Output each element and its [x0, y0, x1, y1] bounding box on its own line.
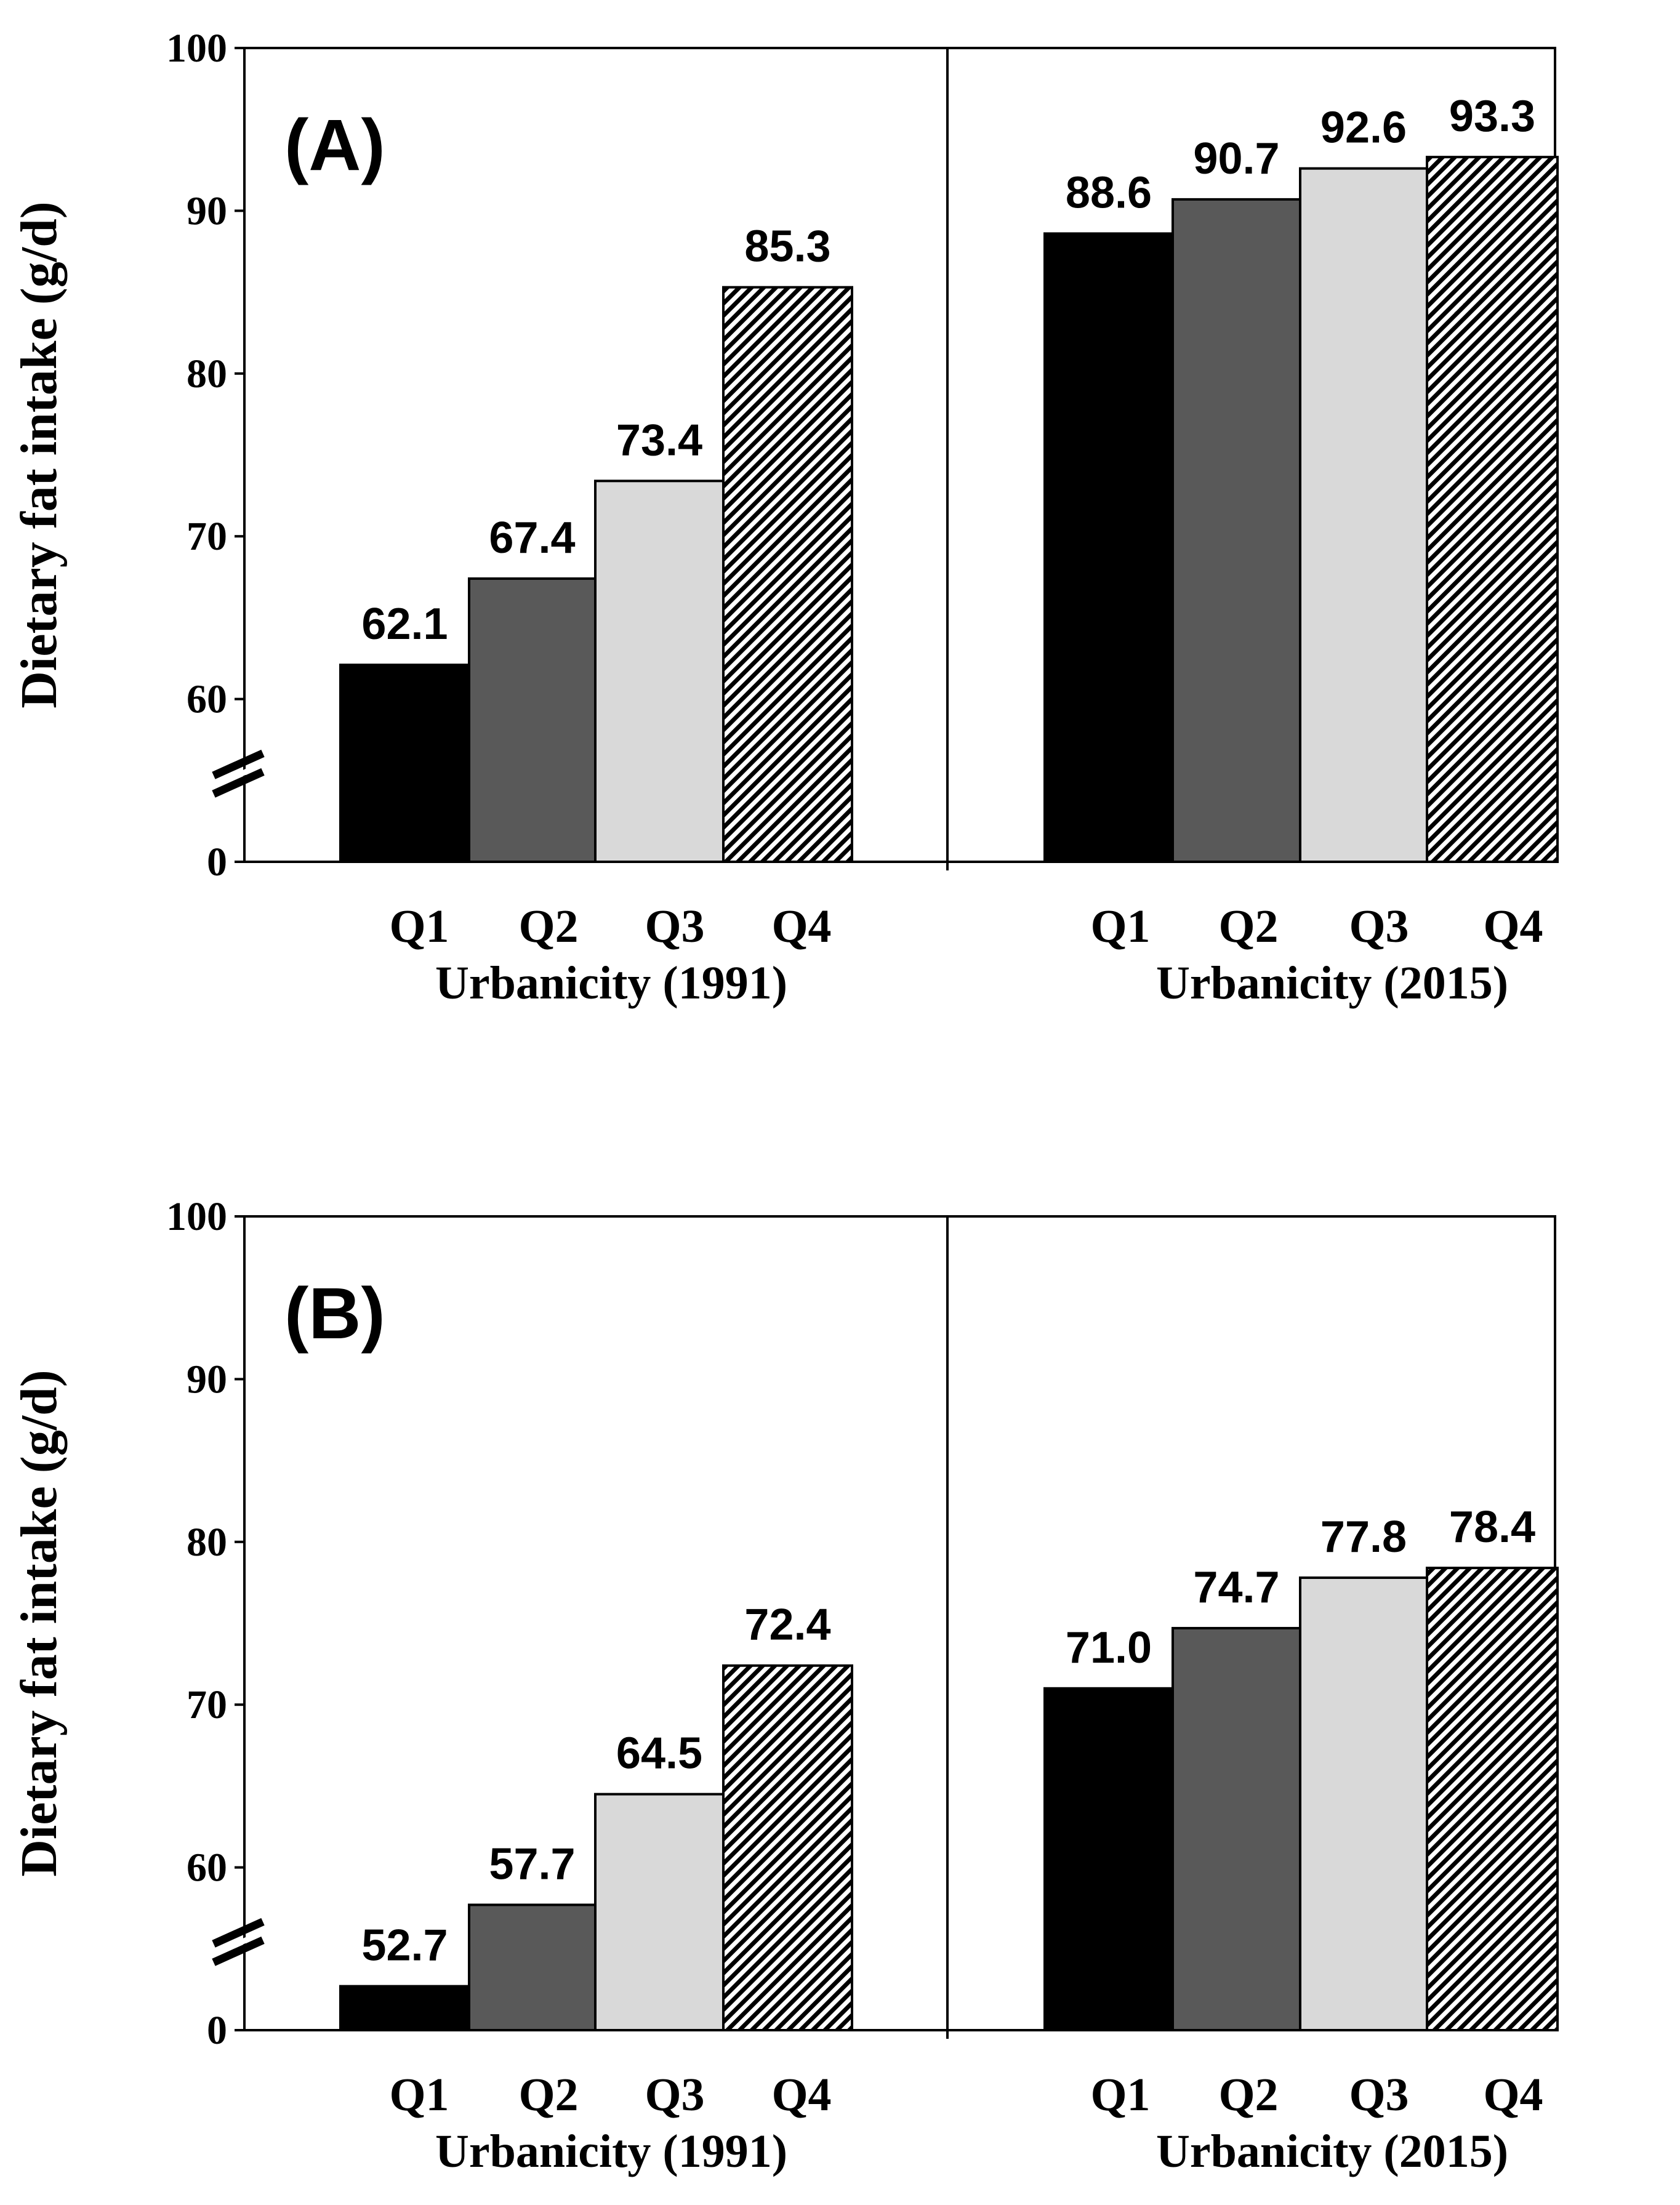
axis-break-line	[212, 768, 265, 798]
data-label: 85.3	[744, 222, 830, 271]
y-axis-title: Dietary fat intake (g/d)	[10, 201, 68, 709]
y-tick-label: 0	[207, 840, 227, 885]
bar-q2	[468, 1903, 597, 2032]
category-label: Q3	[645, 901, 704, 952]
chart-panel-b: 0 60 70 80 90 100 Dietary fat intake (g/d) (B) 5…	[10, 1194, 1559, 2177]
data-label: 52.7	[361, 1921, 448, 1970]
y-tick-label: 90	[187, 188, 227, 233]
bar-q1	[1043, 1687, 1174, 2031]
category-label: Q4	[771, 2069, 831, 2121]
bar-q3	[1299, 167, 1428, 863]
data-label: 77.8	[1320, 1512, 1407, 1562]
y-tick-label: 80	[187, 1520, 227, 1565]
y-axis-title: Dietary fat intake (g/d)	[10, 1370, 68, 1877]
bar-q2	[1172, 198, 1301, 864]
y-tick-label: 100	[166, 26, 227, 71]
y-tick-label: 100	[166, 1194, 227, 1239]
y-tick-label: 70	[187, 514, 227, 559]
bar-q1	[339, 1985, 470, 2032]
bar-q2	[1172, 1626, 1301, 2031]
bar-q4	[722, 286, 853, 863]
y-tick-label: 80	[187, 351, 227, 396]
category-label: Q1	[1090, 901, 1150, 952]
category-label: Q2	[1218, 901, 1278, 952]
category-label: Q4	[1483, 901, 1543, 952]
axis-break-icon	[212, 749, 265, 798]
data-label: 71.0	[1066, 1623, 1152, 1673]
bar-q1	[1043, 232, 1174, 863]
bar-q4	[1426, 1567, 1559, 2031]
group-label: Urbanicity (1991)	[435, 957, 787, 1009]
panel-label: (A)	[284, 105, 385, 186]
axis-break-icon	[212, 1918, 265, 1966]
bar-q1	[339, 664, 470, 864]
category-label: Q2	[518, 901, 578, 952]
category-label: Q4	[1483, 2069, 1543, 2121]
bar-q3	[594, 480, 725, 863]
category-label: Q2	[518, 2069, 578, 2121]
group-label: Urbanicity (2015)	[1156, 2126, 1508, 2177]
y-tick-label: 60	[187, 1846, 227, 1890]
y-tick-label: 70	[187, 1682, 227, 1727]
bar-q2	[468, 577, 597, 863]
category-label: Q4	[771, 901, 831, 952]
bar-q3	[594, 1793, 725, 2032]
bar-q4	[722, 1664, 853, 2031]
group-label: Urbanicity (2015)	[1156, 957, 1508, 1009]
axis-break-gap	[216, 763, 260, 787]
chart-panel-a: 0 60 70 80 90 100 Dietary fat intake (g/d) (A) 6…	[10, 26, 1559, 1009]
data-label: 62.1	[361, 600, 448, 649]
bar-q3	[1299, 1576, 1428, 2031]
data-label: 72.4	[744, 1601, 830, 1650]
y-tick-label: 90	[187, 1357, 227, 1402]
category-label: Q3	[645, 2069, 704, 2121]
category-label: Q3	[1349, 901, 1409, 952]
data-label: 74.7	[1193, 1563, 1279, 1612]
data-label: 64.5	[616, 1729, 702, 1778]
data-label: 92.6	[1320, 103, 1407, 153]
data-label: 88.6	[1066, 168, 1152, 217]
axis-break-line	[212, 749, 265, 779]
axis-break-gap	[216, 1931, 260, 1956]
data-label: 90.7	[1193, 134, 1279, 183]
axis-break-line	[212, 1918, 265, 1948]
data-label: 57.7	[489, 1839, 575, 1889]
category-label: Q3	[1349, 2069, 1409, 2121]
y-tick-label: 0	[207, 2008, 227, 2053]
group-label: Urbanicity (1991)	[435, 2126, 787, 2177]
category-label: Q1	[1090, 2069, 1150, 2121]
data-label: 67.4	[489, 513, 575, 563]
category-label: Q2	[1218, 2069, 1278, 2121]
data-label: 93.3	[1449, 92, 1535, 141]
panel-label: (B)	[284, 1273, 385, 1354]
category-label: Q1	[389, 901, 449, 952]
category-label: Q1	[389, 2069, 449, 2121]
axis-break-line	[212, 1936, 265, 1966]
y-tick-label: 60	[187, 677, 227, 722]
bar-q4	[1426, 156, 1559, 864]
data-label: 73.4	[616, 416, 702, 465]
data-label: 78.4	[1449, 1503, 1535, 1552]
